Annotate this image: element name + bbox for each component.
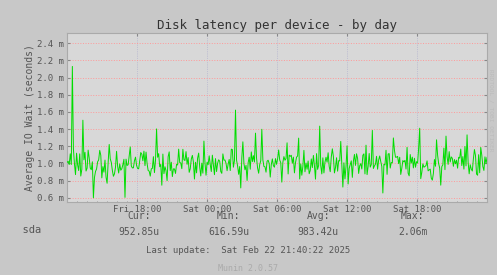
Text: Last update:  Sat Feb 22 21:40:22 2025: Last update: Sat Feb 22 21:40:22 2025 xyxy=(147,246,350,255)
Title: Disk latency per device - by day: Disk latency per device - by day xyxy=(157,19,397,32)
Text: Min:: Min: xyxy=(217,211,241,221)
Text: Munin 2.0.57: Munin 2.0.57 xyxy=(219,264,278,273)
Text: 983.42u: 983.42u xyxy=(298,227,338,237)
Text: 2.06m: 2.06m xyxy=(398,227,427,237)
Text: Avg:: Avg: xyxy=(306,211,330,221)
Text: 616.59u: 616.59u xyxy=(208,227,249,237)
Text: Max:: Max: xyxy=(401,211,424,221)
Text: RRDTOOL / TOBI OETIKER: RRDTOOL / TOBI OETIKER xyxy=(489,69,494,151)
Text: 952.85u: 952.85u xyxy=(119,227,160,237)
Y-axis label: Average IO Wait (seconds): Average IO Wait (seconds) xyxy=(25,44,35,191)
Text: sda: sda xyxy=(10,225,41,235)
Text: Cur:: Cur: xyxy=(127,211,151,221)
